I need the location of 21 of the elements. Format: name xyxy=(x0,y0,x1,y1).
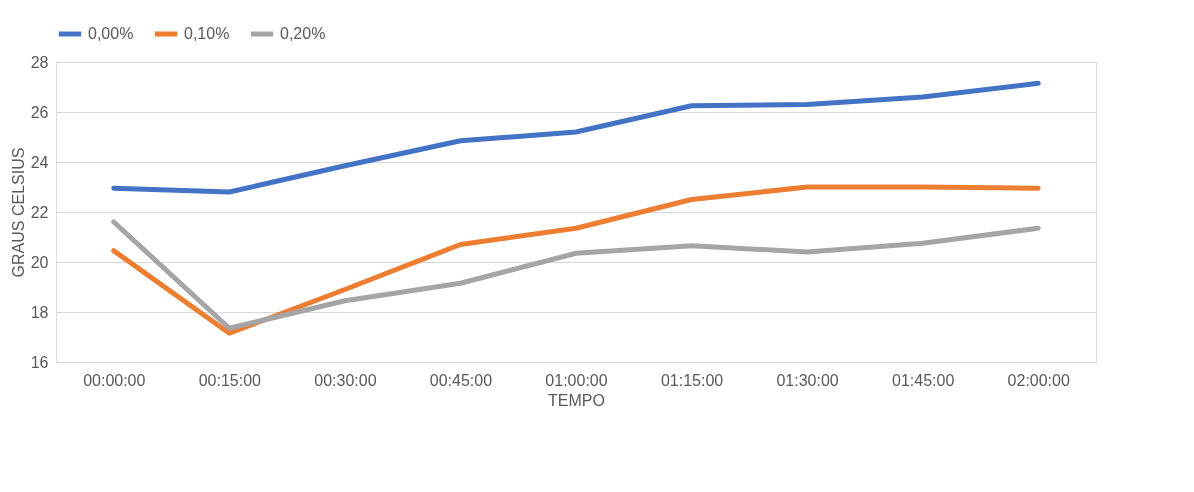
y-tick-label: 22 xyxy=(30,203,49,221)
y-tick-label: 16 xyxy=(30,353,49,371)
x-tick-label: 01:15:00 xyxy=(660,371,724,389)
y-tick-label: 20 xyxy=(30,253,49,271)
x-tick-label: 00:30:00 xyxy=(314,371,377,389)
y-tick-label: 24 xyxy=(30,153,49,171)
legend-label: 0,00% xyxy=(88,25,134,42)
x-tick-label: 01:45:00 xyxy=(892,371,955,389)
x-axis-title: TEMPO xyxy=(548,391,605,409)
y-tick-label: 28 xyxy=(30,53,49,71)
x-tick-label: 00:15:00 xyxy=(198,371,262,389)
y-tick-label: 18 xyxy=(30,303,49,321)
y-tick-label: 26 xyxy=(30,103,49,121)
x-tick-label: 01:00:00 xyxy=(545,371,608,389)
legend-label: 0,20% xyxy=(280,25,326,42)
y-axis-title: GRAUS CELSIUS xyxy=(9,147,27,278)
legend-label: 0,10% xyxy=(184,25,230,42)
x-tick-label: 00:45:00 xyxy=(429,371,493,389)
x-tick-label: 01:30:00 xyxy=(776,371,839,389)
x-tick-label: 00:00:00 xyxy=(83,371,146,389)
x-tick-label: 02:00:00 xyxy=(1007,371,1070,389)
